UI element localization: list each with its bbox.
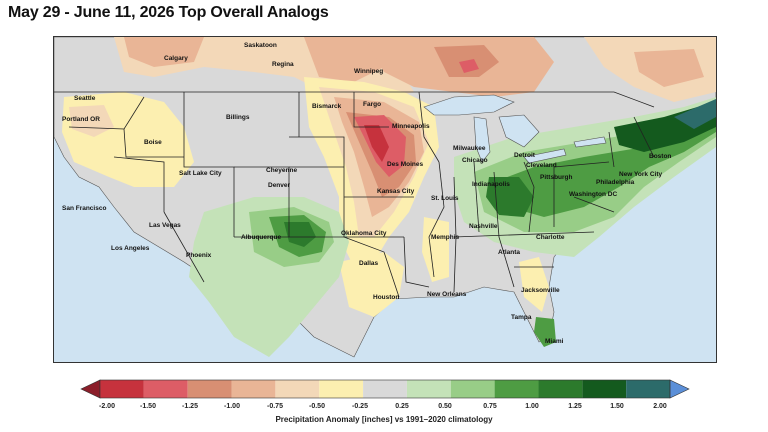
colorbar-tick-label: -0.75 bbox=[267, 403, 283, 410]
colorbar-swatch bbox=[494, 380, 539, 398]
city-label-bismarck: Bismarck bbox=[312, 103, 342, 110]
city-label-minneapolis: Minneapolis bbox=[392, 123, 430, 130]
colorbar-swatch bbox=[406, 380, 451, 398]
colorbar-swatch bbox=[538, 380, 583, 398]
colorbar-outline bbox=[99, 379, 671, 399]
city-label-neworleans: New Orleans bbox=[427, 291, 467, 298]
colorbar-swatch bbox=[363, 380, 407, 398]
city-label-portland: Portland OR bbox=[62, 116, 100, 123]
lake-michigan bbox=[473, 116, 491, 163]
lake-erie bbox=[523, 148, 567, 164]
anomaly-texas-yellow bbox=[339, 252, 404, 317]
colorbar-tick-label: 1.25 bbox=[568, 403, 582, 410]
city-label-memphis: Memphis bbox=[431, 234, 460, 241]
city-label-okc: Oklahoma City bbox=[341, 230, 387, 237]
anomaly-winnipeg-peak bbox=[459, 59, 479, 73]
city-label-billings: Billings bbox=[226, 114, 250, 121]
colorbar-tick-label: 0.25 bbox=[395, 403, 409, 410]
colorbar-swatch bbox=[143, 380, 188, 398]
anomaly-florida-yellow bbox=[519, 257, 549, 312]
colorbar-tick-label: -0.25 bbox=[352, 403, 368, 410]
colorbar-tick-label: -2.00 bbox=[99, 403, 115, 410]
city-label-sf: San Francisco bbox=[62, 205, 107, 212]
city-label-detroit: Detroit bbox=[514, 152, 535, 159]
city-label-miami: Miami bbox=[545, 338, 564, 345]
colorbar-tick-label: -1.50 bbox=[140, 403, 156, 410]
anomaly-desmoines-core bbox=[364, 125, 389, 162]
city-label-stlouis: St. Louis bbox=[431, 195, 459, 202]
colorbar-extend-low bbox=[80, 379, 101, 399]
city-label-philadelphia: Philadelphia bbox=[596, 179, 635, 186]
city-label-kansascity: Kansas City bbox=[377, 188, 415, 195]
city-label-dallas: Dallas bbox=[359, 260, 379, 267]
colorbar-tick-label: 0.75 bbox=[483, 403, 497, 410]
colorbar-swatch bbox=[626, 380, 670, 398]
anomaly-canada-orange bbox=[304, 37, 384, 82]
city-label-calgary: Calgary bbox=[164, 55, 188, 62]
city-label-charlotte: Charlotte bbox=[536, 234, 565, 241]
anomaly-memphis-yellow bbox=[422, 217, 449, 282]
anomaly-indiana-core bbox=[486, 177, 534, 217]
colorbar-label: Precipitation Anomaly [inches] vs 1991–2… bbox=[275, 415, 493, 424]
city-label-cheyenne: Cheyenne bbox=[266, 167, 298, 174]
city-label-atlanta: Atlanta bbox=[498, 249, 521, 256]
city-label-desmoines: Des Moines bbox=[387, 161, 424, 168]
colorbar-tick-label: -1.00 bbox=[224, 403, 240, 410]
city-label-slc: Salt Lake City bbox=[179, 170, 222, 177]
colorbar-swatch bbox=[275, 380, 320, 398]
city-label-fargo: Fargo bbox=[363, 101, 382, 108]
map-canvas bbox=[54, 37, 716, 362]
precipitation-anomaly-map: Calgary Saskatoon Regina Winnipeg Seattle Por… bbox=[53, 36, 717, 363]
page-title: May 29 - June 11, 2026 Top Overall Analo… bbox=[8, 4, 329, 21]
colorbar-swatch bbox=[582, 380, 627, 398]
city-label-pittsburgh: Pittsburgh bbox=[540, 174, 573, 181]
city-label-houston: Houston bbox=[373, 294, 400, 301]
anomaly-calgary-dry bbox=[124, 37, 204, 67]
city-label-lasvegas: Las Vegas bbox=[149, 222, 181, 229]
city-label-nyc: New York City bbox=[619, 171, 663, 178]
colorbar-swatch bbox=[100, 380, 144, 398]
anomaly-east-canada-core bbox=[634, 49, 704, 87]
anomaly-albuquerque-core bbox=[284, 222, 316, 247]
anomaly-miami-green bbox=[534, 317, 556, 347]
lake-ontario bbox=[573, 136, 607, 148]
colorbar-tick-label: 2.00 bbox=[653, 403, 667, 410]
city-label-saskatoon: Saskatoon bbox=[244, 42, 277, 49]
lake-huron bbox=[498, 114, 540, 148]
colorbar-tick-label: -1.25 bbox=[182, 403, 198, 410]
city-label-nashville: Nashville bbox=[469, 223, 498, 230]
city-label-chicago: Chicago bbox=[462, 157, 488, 164]
colorbar-swatch bbox=[450, 380, 495, 398]
city-label-la: Los Angeles bbox=[111, 245, 150, 252]
colorbar bbox=[80, 378, 690, 400]
city-label-dc: Washington DC bbox=[569, 191, 618, 198]
colorbar-swatch bbox=[187, 380, 232, 398]
city-label-cleveland: Cleveland bbox=[526, 162, 557, 169]
city-label-tampa: Tampa bbox=[511, 314, 532, 321]
colorbar-extend-high bbox=[669, 379, 690, 399]
city-label-jacksonville: Jacksonville bbox=[521, 287, 560, 294]
anomaly-northeast-teal bbox=[674, 99, 716, 129]
colorbar-swatch bbox=[319, 380, 364, 398]
colorbar-tick-label: 1.50 bbox=[610, 403, 624, 410]
city-label-indianapolis: Indianapolis bbox=[472, 181, 510, 188]
colorbar-swatch bbox=[231, 380, 276, 398]
city-label-regina: Regina bbox=[272, 61, 294, 68]
colorbar-tick-label: -0.50 bbox=[309, 403, 325, 410]
city-label-winnipeg: Winnipeg bbox=[354, 68, 384, 75]
colorbar-tick-label: 1.00 bbox=[525, 403, 539, 410]
state-borders bbox=[54, 91, 655, 298]
city-label-boston: Boston bbox=[649, 153, 672, 160]
anomaly-northwest-tan bbox=[69, 105, 114, 137]
city-label-denver: Denver bbox=[268, 182, 291, 189]
lake-superior bbox=[423, 94, 515, 116]
city-label-phoenix: Phoenix bbox=[186, 252, 212, 259]
city-label-albuquerque: Albuquerque bbox=[241, 234, 282, 241]
city-label-seattle: Seattle bbox=[74, 95, 96, 102]
city-label-milwaukee: Milwaukee bbox=[453, 145, 486, 152]
colorbar-tick-label: 0.50 bbox=[438, 403, 452, 410]
city-label-boise: Boise bbox=[144, 139, 162, 146]
colorbar-swatches bbox=[80, 379, 690, 399]
